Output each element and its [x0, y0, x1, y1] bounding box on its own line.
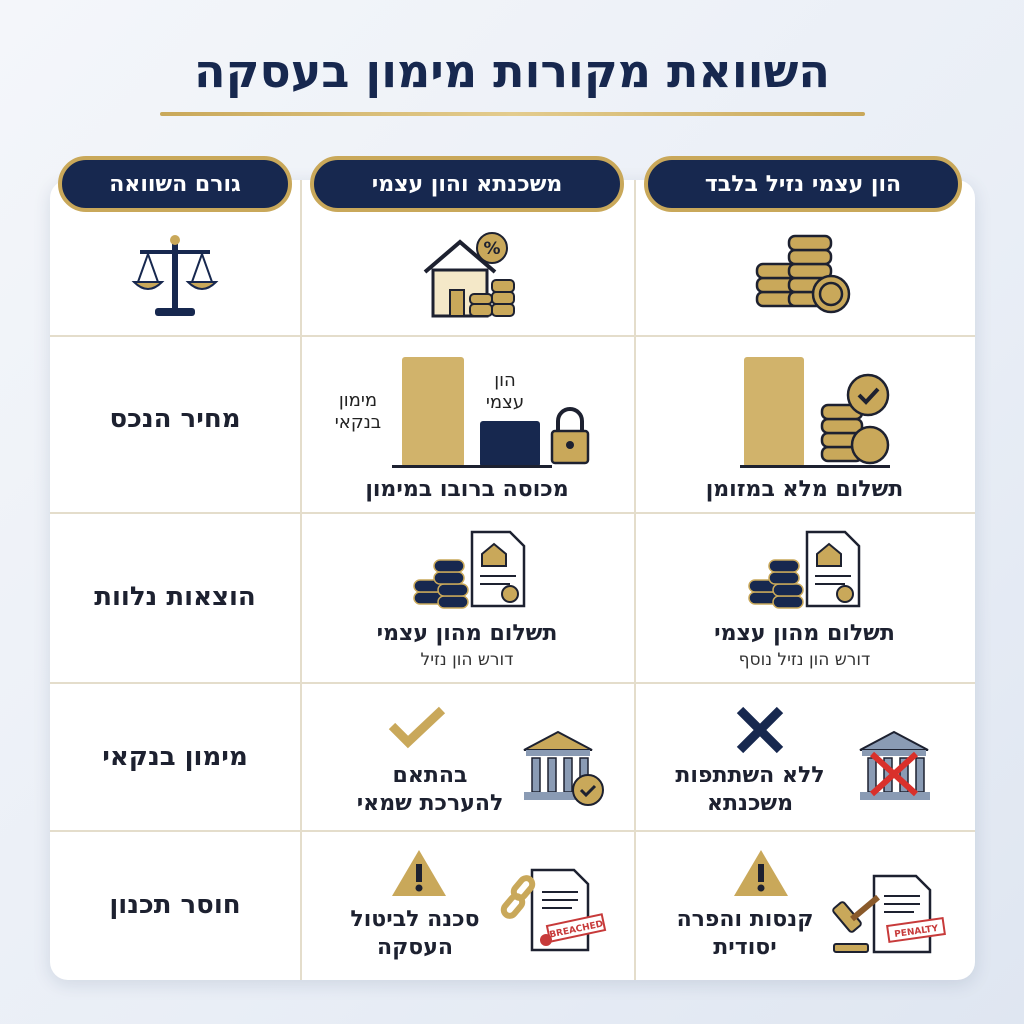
- column-header: משכנתא והון עצמי: [310, 156, 624, 212]
- cell-caption: מכוסה ברובו במימון: [365, 477, 569, 502]
- scales-icon: [131, 235, 219, 316]
- title-underline: [160, 112, 865, 116]
- cell-caption: תשלום מהון עצמי: [376, 621, 558, 646]
- bank-cross-icon: [859, 730, 930, 800]
- row-divider: [50, 335, 975, 337]
- house-coins-icon: %: [423, 232, 515, 318]
- row-label: הוצאות נלוות: [94, 582, 256, 612]
- bar-label-line: מימון: [338, 390, 378, 411]
- bar-label: מימון בנקאי: [318, 390, 398, 433]
- gavel-contract-icon: PENALTY: [832, 874, 946, 954]
- caption-line: סכנה לביטול: [350, 907, 480, 932]
- cell-caption: ללא השתתפות משכנתא: [660, 762, 840, 817]
- caption-line: בהתאם: [392, 763, 468, 788]
- cell-caption: סכנה לביטול העסקה: [320, 906, 510, 961]
- bar-label-line: בנקאי: [334, 411, 382, 433]
- bar-label: הון עצמי: [470, 370, 540, 413]
- column-divider: [300, 180, 302, 980]
- caption-line: ללא השתתפות: [675, 763, 825, 788]
- coins-icon: [755, 234, 851, 314]
- caption-line: משכנתא: [706, 790, 794, 816]
- row-label: חוסר תכנון: [109, 890, 241, 920]
- cell-caption: קנסות והפרה יסודית: [660, 906, 830, 961]
- svg-text:%: %: [483, 239, 500, 259]
- cell-caption: תשלום מלא במזומן: [705, 477, 904, 502]
- caption-line: להערכת שמאי: [356, 790, 504, 816]
- column-header: גורם השוואה: [58, 156, 292, 212]
- column-header: הון עצמי נזיל בלבד: [644, 156, 962, 212]
- bar-label-line: הון: [494, 370, 516, 391]
- cross-mark: [736, 706, 784, 754]
- row-divider: [50, 512, 975, 514]
- financing-bars: [392, 357, 590, 468]
- check-mark: [388, 706, 446, 749]
- column-divider: [634, 180, 636, 980]
- warning-icon: [392, 850, 446, 896]
- cell-caption: בהתאם להערכת שמאי: [340, 762, 520, 817]
- row-label: מימון בנקאי: [102, 742, 248, 772]
- title: השוואת מקורות מימון בעסקה: [193, 44, 830, 98]
- full-cash-icon: [740, 357, 890, 468]
- cell-subcaption: דורש הון נזיל נוסף: [738, 650, 871, 670]
- row-label: מחיר הנכס: [109, 404, 241, 434]
- cell-subcaption: דורש הון נזיל: [420, 650, 514, 670]
- caption-line: קנסות והפרה: [676, 907, 814, 932]
- coins-document-icon: [748, 530, 861, 609]
- broken-contract-icon: BREACHED: [500, 868, 607, 952]
- bank-check-icon: [523, 730, 604, 806]
- warning-icon: [734, 850, 788, 896]
- cell-caption: תשלום מהון עצמי: [714, 621, 895, 646]
- coins-document-icon: [413, 530, 526, 609]
- bar-label-line: עצמי: [485, 391, 525, 413]
- row-divider: [50, 682, 975, 684]
- caption-line: יסודית: [713, 934, 777, 960]
- caption-line: העסקה: [376, 934, 454, 960]
- row-divider: [50, 830, 975, 832]
